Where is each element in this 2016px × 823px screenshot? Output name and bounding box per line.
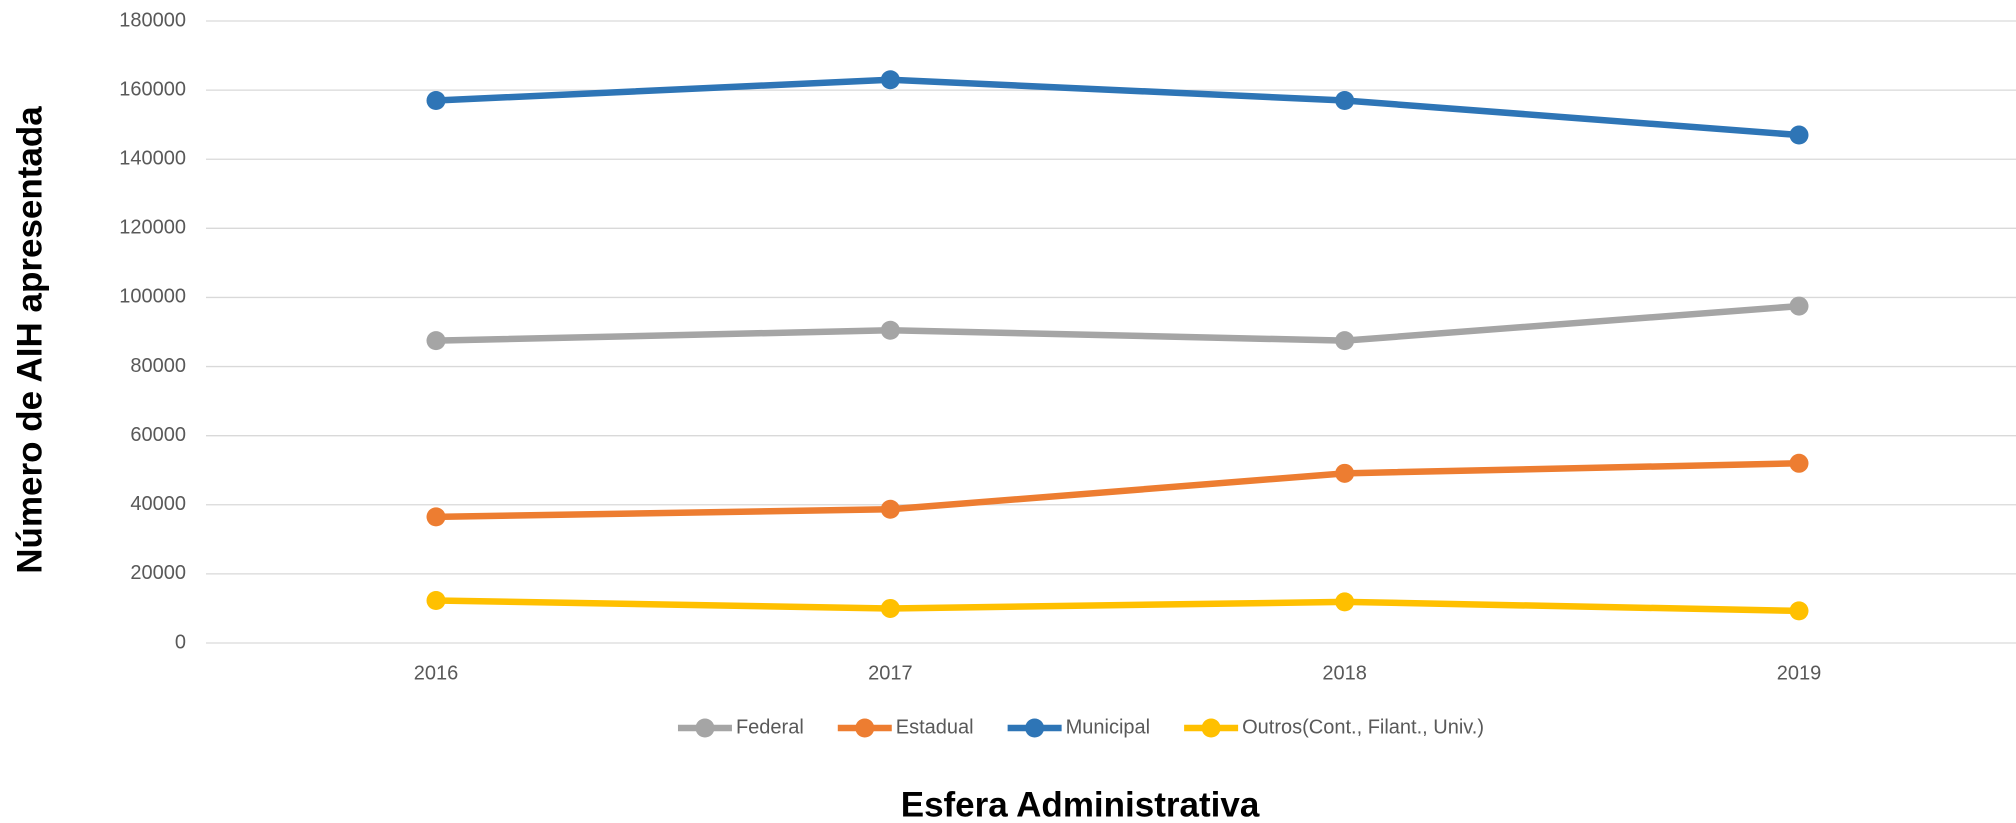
legend-marker [695,718,715,738]
x-tick-label: 2018 [1322,662,1367,684]
data-point [1789,125,1809,145]
y-tick-label: 120000 [119,217,186,239]
data-point [1335,463,1355,483]
legend-label: Estadual [896,716,974,738]
y-tick-label: 80000 [130,355,186,377]
legend-marker [855,718,875,738]
data-point [426,590,446,610]
y-tick-label: 20000 [130,562,186,584]
y-tick-label: 180000 [119,9,186,31]
series-line [435,76,1800,139]
series-line [435,597,1800,615]
legend-marker [1201,718,1221,738]
series-line [435,460,1800,521]
data-point [1789,296,1809,316]
data-point [880,320,900,340]
data-point [1335,90,1355,110]
data-point [880,499,900,519]
data-point [880,598,900,618]
y-tick-label: 40000 [130,493,186,515]
series-line [435,302,1800,344]
data-point [1335,331,1355,351]
data-point [426,331,446,351]
x-axis-title: Esfera Administrativa [901,785,1260,823]
legend-label: Municipal [1066,716,1150,738]
data-point [426,507,446,527]
data-point [880,70,900,90]
y-tick-label: 140000 [119,148,186,170]
y-tick-label: 100000 [119,286,186,308]
legend-label: Federal [736,716,804,738]
x-tick-label: 2016 [414,662,459,684]
y-tick-label: 60000 [130,424,186,446]
legend-marker [1025,718,1045,738]
y-tick-label: 160000 [119,78,186,100]
data-point [1789,453,1809,473]
legend-label: Outros(Cont., Filant., Univ.) [1242,716,1484,738]
data-point [1789,601,1809,621]
x-tick-label: 2017 [868,662,913,684]
data-point [1335,592,1355,612]
y-tick-label: 0 [175,631,186,653]
x-tick-label: 2019 [1777,662,1822,684]
y-axis-title: Número de AIH apresentada [10,106,49,574]
data-point [426,90,446,110]
